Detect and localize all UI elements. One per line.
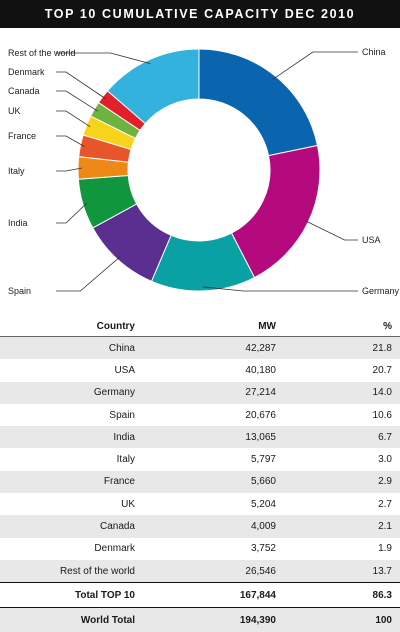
slice-label: Denmark: [8, 67, 45, 77]
leader-line: [56, 256, 121, 292]
total-top10-percent: 86.3: [284, 582, 400, 608]
mw-cell: 40,180: [143, 359, 284, 382]
header-country: Country: [0, 316, 143, 337]
percent-cell: 2.9: [284, 470, 400, 494]
table-row: Canada 4,009 2.1: [0, 515, 400, 538]
donut-chart: China USA Germany Spain India Italy France UK Ca…: [8, 47, 400, 296]
slice-label: UK: [8, 106, 21, 116]
mw-cell: 5,660: [143, 470, 284, 494]
leader-line: [203, 286, 358, 292]
mw-cell: 26,546: [143, 559, 284, 583]
table-row: China 42,287 21.8: [0, 336, 400, 360]
country-cell: UK: [0, 493, 143, 516]
mw-cell: 20,676: [143, 403, 284, 427]
table-row: Italy 5,797 3.0: [0, 448, 400, 471]
total-top10-row: Total TOP 10 167,844 86.3: [0, 582, 400, 608]
table-row: USA 40,180 20.7: [0, 359, 400, 382]
slice-label: Rest of the world: [8, 48, 76, 58]
percent-cell: 14.0: [284, 381, 400, 404]
header-mw: MW: [143, 316, 284, 337]
world-total-percent: 100: [284, 607, 400, 632]
country-cell: China: [0, 336, 143, 360]
world-total-mw: 194,390: [143, 607, 284, 632]
country-cell: Denmark: [0, 537, 143, 560]
leader-line: [56, 202, 88, 224]
slice-label: USA: [362, 235, 381, 245]
table-row: Spain 20,676 10.6: [0, 403, 400, 427]
slice-label: India: [8, 218, 28, 228]
percent-cell: 20.7: [284, 359, 400, 382]
leader-line: [56, 135, 85, 147]
leader-line: [56, 90, 99, 112]
percent-cell: 21.8: [284, 336, 400, 360]
leader-line: [56, 52, 151, 64]
title-bar: TOP 10 CUMULATIVE CAPACITY DEC 2010: [0, 0, 400, 28]
mw-cell: 42,287: [143, 336, 284, 360]
country-cell: Germany: [0, 381, 143, 404]
percent-cell: 10.6: [284, 403, 400, 427]
world-total-label: World Total: [0, 607, 143, 632]
table-row: UK 5,204 2.7: [0, 493, 400, 516]
slice-label: Italy: [8, 166, 25, 176]
country-cell: Canada: [0, 515, 143, 538]
table-row: India 13,065 6.7: [0, 426, 400, 449]
capacity-table: Country MW % China 42,287 21.8 USA 40,180 20.…: [0, 316, 400, 632]
leader-line: [272, 51, 358, 80]
table-row: France 5,660 2.9: [0, 470, 400, 494]
header-percent: %: [284, 316, 400, 337]
mw-cell: 5,204: [143, 493, 284, 516]
slice-label: Spain: [8, 286, 31, 296]
mw-cell: 27,214: [143, 381, 284, 404]
world-total-row: World Total 194,390 100: [0, 607, 400, 632]
percent-cell: 1.9: [284, 537, 400, 560]
donut-slice-china: [198, 48, 319, 157]
percent-cell: 2.7: [284, 493, 400, 516]
leader-line: [56, 110, 91, 128]
percent-cell: 3.0: [284, 448, 400, 471]
donut-slice-usa: [230, 144, 321, 279]
percent-cell: 2.1: [284, 515, 400, 538]
mw-cell: 3,752: [143, 537, 284, 560]
table-row: Germany 27,214 14.0: [0, 381, 400, 404]
country-cell: Rest of the world: [0, 559, 143, 583]
slice-label: France: [8, 131, 36, 141]
table-body: China 42,287 21.8 USA 40,180 20.7 Germany 27,21…: [0, 336, 400, 583]
table-header-row: Country MW %: [0, 316, 400, 337]
percent-cell: 13.7: [284, 559, 400, 583]
slice-label: Canada: [8, 86, 40, 96]
country-cell: Italy: [0, 448, 143, 471]
country-cell: France: [0, 470, 143, 494]
slice-label: China: [362, 47, 386, 57]
leader-line: [304, 220, 358, 241]
mw-cell: 5,797: [143, 448, 284, 471]
mw-cell: 13,065: [143, 426, 284, 449]
table-row: Rest of the world 26,546 13.7: [0, 559, 400, 583]
percent-cell: 6.7: [284, 426, 400, 449]
country-cell: USA: [0, 359, 143, 382]
total-top10-mw: 167,844: [143, 582, 284, 608]
slice-label: Germany: [362, 286, 400, 296]
country-cell: Spain: [0, 403, 143, 427]
total-top10-label: Total TOP 10: [0, 582, 143, 608]
leader-line: [56, 71, 107, 100]
mw-cell: 4,009: [143, 515, 284, 538]
chart-title: TOP 10 CUMULATIVE CAPACITY DEC 2010: [44, 7, 356, 21]
donut-slice-rest-of-the-world: [106, 48, 200, 125]
country-cell: India: [0, 426, 143, 449]
table-row: Denmark 3,752 1.9: [0, 537, 400, 560]
leader-line: [56, 167, 83, 172]
